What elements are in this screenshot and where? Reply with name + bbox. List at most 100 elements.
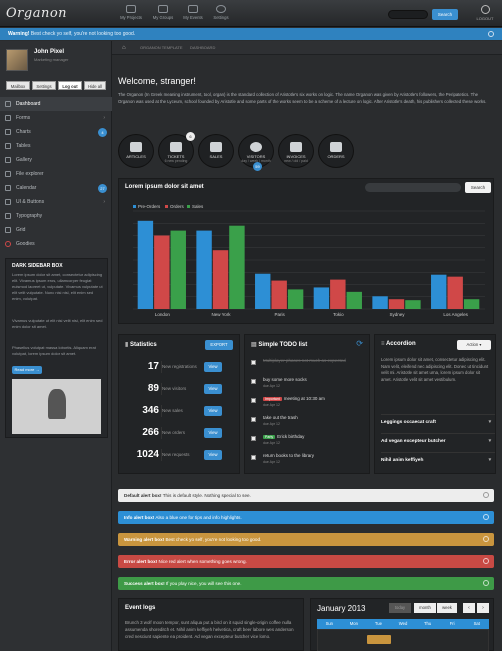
bar-ord[interactable] [330,279,346,309]
todo-checkbox[interactable] [251,417,256,422]
today-button[interactable]: today [389,603,411,613]
sidebar-item-dashboard[interactable]: Dashboard [0,97,112,111]
nav-my-projects[interactable]: My Projects [116,2,146,25]
refresh-icon[interactable]: ⟳ [356,339,363,348]
close-icon[interactable] [488,31,494,37]
todo-checkbox[interactable] [251,455,256,460]
sidebar-item-grid[interactable]: Grid [0,223,112,237]
accordion-item[interactable]: Leggings occaecat craft ▾ [381,414,495,430]
sidebar-item-charts[interactable]: Charts 4 [0,125,112,139]
sidebar-item-goodies[interactable]: Goodies [0,237,112,251]
week-button[interactable]: week [437,603,457,613]
logout-user-button[interactable]: Log out [58,81,82,90]
chart-search-input[interactable] [365,183,461,192]
chart-search-button[interactable]: Search [465,182,491,193]
quick-invoices[interactable]: INVOICES new / old / paid [278,134,314,168]
quick-orders[interactable]: ORDERS [318,134,354,168]
todo-item[interactable]: return books to the library due Apr 12 [251,452,361,470]
nav-my-events[interactable]: My Events [178,2,208,25]
todo-checkbox[interactable] [251,379,256,384]
accordion-item[interactable]: Ad vegan excepteur butcher ▾ [381,433,495,449]
sidebar-item-gallery[interactable]: Gallery [0,153,112,167]
bar-pre[interactable] [137,220,154,309]
view-button[interactable]: View [204,384,222,394]
bar-pre[interactable] [255,273,271,309]
sidebar-item-ui-buttons[interactable]: UI & Buttons › [0,195,112,209]
nav-my-groups[interactable]: My Groups [148,2,178,25]
action-dropdown[interactable]: Action ▾ [457,340,491,350]
bar-sal[interactable] [463,299,480,309]
logout-button[interactable]: LOGOUT [474,4,496,24]
sidebar-item-file-explorer[interactable]: File explorer [0,167,112,181]
bar-sal[interactable] [170,230,186,309]
search-button[interactable]: Search [432,9,458,20]
breadcrumb-item[interactable]: DASHBOARD [190,45,216,50]
bar-sal[interactable] [346,291,362,309]
quick-tickets[interactable]: 6 TICKETS 6 new pending [158,132,195,168]
alert-box: Error alert box! Nice red alert when som… [118,555,494,568]
bar-sal[interactable] [229,225,245,309]
event-log-text: Brunch 3 wolf moon tempor, sunt aliqua p… [125,620,294,639]
avatar[interactable] [6,49,28,71]
accordion-item[interactable]: Nihil anim keffiyeh ▾ [381,452,495,468]
bar-ord[interactable] [212,250,229,309]
app-logo[interactable]: Organon [6,6,68,21]
quick-sales[interactable]: SALES [198,134,234,168]
view-button[interactable]: View [204,450,222,460]
user-role: Marketing manager [34,57,69,62]
bar-ord[interactable] [447,276,463,309]
quick-articles[interactable]: ARTICLES [118,134,154,168]
bar-pre[interactable] [313,287,330,309]
bar-pre[interactable] [431,274,447,309]
folder-icon [5,171,11,177]
todo-panel: ▤ Simple TODO list ⟳ Multiplayer phases … [244,334,370,474]
bar-sal[interactable] [405,300,421,309]
bar-sal[interactable] [287,289,304,309]
bar-chart: London New York Paris Tokio Sydney Los Angele… [133,210,485,317]
read-more-button[interactable]: Read more → [12,366,42,374]
todo-item[interactable]: Party Erick birthday due Apr 12 [251,433,361,451]
search-input[interactable] [388,10,428,19]
sidebar-item-forms[interactable]: Forms › [0,111,112,125]
bar-pre[interactable] [196,230,212,309]
calendar-grid[interactable] [317,629,489,651]
bar-ord[interactable] [271,280,287,309]
todo-item[interactable]: buy some more socks due Apr 12 [251,376,361,394]
breadcrumb-item[interactable]: ORGANON TEMPLATE [140,45,183,50]
close-icon[interactable] [483,514,489,520]
bar-pre[interactable] [372,296,388,309]
view-button[interactable]: View [204,428,222,438]
view-button[interactable]: View [204,362,222,372]
alert-text: Nice red alert when something goes wrong… [158,559,247,564]
export-button[interactable]: EXPORT [205,340,233,350]
home-icon[interactable]: ⌂ [122,45,126,51]
close-icon[interactable] [483,558,489,564]
sidebar-item-calendar[interactable]: Calendar 27 [0,181,112,195]
todo-checkbox[interactable] [251,360,256,365]
settings-button[interactable]: Settings [32,81,56,90]
sidebar-item-typography[interactable]: Typography [0,209,112,223]
todo-item[interactable]: take out the trash due Apr 12 [251,414,361,432]
close-icon[interactable] [483,536,489,542]
warning-text: Best check yo self, you're not looking t… [30,31,136,37]
bar-ord[interactable] [388,299,405,309]
sidebar-item-tables[interactable]: Tables [0,139,112,153]
nav-settings[interactable]: Settings [206,2,236,25]
month-button[interactable]: month [414,603,436,613]
hide-all-button[interactable]: Hide all [84,81,106,90]
quick-visitors[interactable]: VISITORS day / week / month 59 [238,134,274,171]
alert-text: Best check yo self, you're not looking t… [165,537,262,542]
close-icon[interactable] [483,580,489,586]
todo-checkbox[interactable] [251,436,256,441]
view-button[interactable]: View [204,406,222,416]
close-icon[interactable] [483,492,489,498]
todo-checkbox[interactable] [251,398,256,403]
calendar-event[interactable] [367,635,391,644]
bar-ord[interactable] [154,235,170,310]
next-icon[interactable]: › [477,603,489,613]
prev-icon[interactable]: ‹ [463,603,475,613]
todo-item[interactable]: Multiplayer phases not much as expected [251,357,361,375]
box-image [12,379,101,434]
mailbox-button[interactable]: Mailbox [6,81,30,90]
todo-item[interactable]: Important meeting at 10:30 am due Apr 12 [251,395,361,413]
